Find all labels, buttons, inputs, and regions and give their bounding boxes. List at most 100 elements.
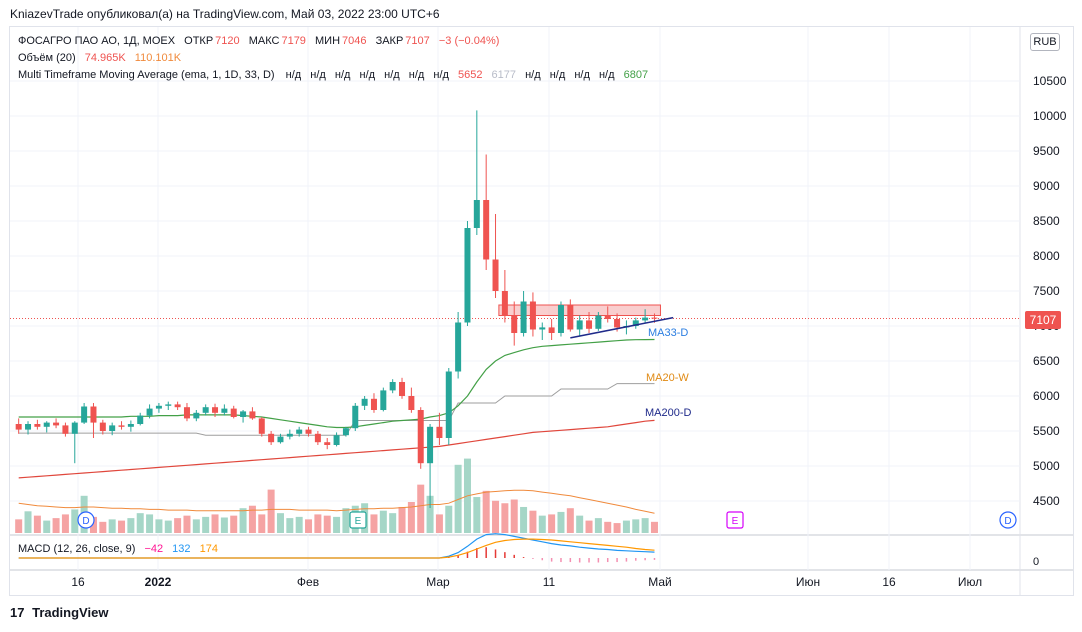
dividend-marker-1[interactable] <box>77 511 95 529</box>
macd-hist-bar <box>494 549 497 558</box>
macd-hist-bar <box>588 558 590 563</box>
macd-hist-bar <box>513 554 515 558</box>
volume-bar <box>407 502 415 533</box>
macd-hist-bar <box>541 558 544 561</box>
tradingview-logo-icon: 17 <box>10 605 25 620</box>
candle-body <box>492 259 499 291</box>
ma20w-label: MA20-W <box>646 372 689 384</box>
ma33-label: MA33-D <box>648 327 688 339</box>
legend-macd-line: 132 <box>172 543 191 555</box>
legend-na: н/д <box>384 69 400 81</box>
candle-body <box>230 408 237 417</box>
candle-body <box>417 410 424 464</box>
chart-frame[interactable] <box>9 26 1074 596</box>
candle-body <box>651 317 658 319</box>
earnings-marker-1[interactable] <box>349 511 367 529</box>
volume-bar <box>342 508 350 533</box>
macd-hist-bar <box>635 558 637 561</box>
x-tick-label: Июн <box>796 575 820 589</box>
macd-hist-bar <box>578 558 581 563</box>
candle-body <box>15 424 22 430</box>
volume-bar <box>613 523 621 533</box>
earnings-marker-1-label: E <box>355 516 362 527</box>
volume-bar <box>211 514 219 533</box>
volume-bar <box>286 518 294 533</box>
dividend-marker-2-label: D <box>1004 516 1011 527</box>
volume-bar <box>641 518 649 533</box>
volume-bar <box>435 514 443 533</box>
trend-line[interactable] <box>570 316 674 339</box>
volume-bar <box>220 517 228 533</box>
volume-bar <box>61 514 69 533</box>
volume-bar <box>230 515 238 533</box>
y-tick-label: 8500 <box>1033 214 1060 228</box>
candle-body <box>557 305 564 333</box>
legend-macd-label: MACD (12, 26, close, 9) <box>18 543 136 555</box>
candle-body <box>576 320 583 330</box>
volume-bar <box>43 520 51 533</box>
volume-bar <box>174 518 182 533</box>
legend-macd-hist: −42 <box>144 543 164 555</box>
candle-body <box>642 317 649 321</box>
volume-bar <box>510 499 518 533</box>
candle-body <box>614 319 621 328</box>
volume-bar <box>501 503 509 533</box>
candle-body <box>511 315 518 333</box>
volume-bar <box>594 518 602 533</box>
legend-open-label: ОТКР <box>184 35 214 47</box>
legend-mtf: Multi Timeframe Moving Average (ema, 1, … <box>18 69 650 81</box>
volume-bar <box>15 519 23 533</box>
volume-ma-line <box>18 489 655 514</box>
earnings-marker-2[interactable] <box>726 511 744 529</box>
legend-mtf-v2: 6177 <box>491 69 517 81</box>
candle-body <box>567 305 574 330</box>
candle-body <box>436 426 443 438</box>
legend-change: −3 (−0.04%) <box>438 35 500 47</box>
y-tick-label: 10500 <box>1033 74 1067 88</box>
candle-body <box>296 429 303 434</box>
volume-bar <box>398 506 406 533</box>
candle-body <box>43 422 50 427</box>
candle-body <box>146 408 153 416</box>
candle-body <box>632 320 639 326</box>
volume-bar <box>258 514 266 533</box>
candle-body <box>25 424 32 430</box>
volume-bar <box>202 516 210 533</box>
candle-body <box>62 425 69 434</box>
macd-hist-bar <box>644 558 646 561</box>
macd-hist-bar <box>457 555 459 558</box>
volume-bar <box>566 508 574 533</box>
footer-brand: 17 TradingView <box>10 605 108 620</box>
publish-line: KniazevTrade опубликовал(а) на TradingVi… <box>10 7 440 21</box>
volume-bar <box>323 515 331 533</box>
volume-bar <box>276 513 284 533</box>
candle-body <box>174 404 181 408</box>
volume-bar <box>71 509 79 533</box>
currency-badge[interactable]: RUB <box>1030 33 1060 51</box>
volume-bar <box>118 520 126 533</box>
volume-bar <box>632 519 640 533</box>
candle-body <box>90 406 97 423</box>
macd-hist-bar <box>504 552 506 558</box>
volume-bar <box>576 515 584 533</box>
volume-bar <box>183 515 191 533</box>
volume-bar <box>248 505 256 533</box>
x-tick-label: 11 <box>543 575 556 589</box>
dividend-marker-2[interactable] <box>999 511 1017 529</box>
x-tick-label: Май <box>648 575 672 589</box>
volume-bar <box>473 497 481 533</box>
y-tick-label: 4500 <box>1033 494 1060 508</box>
legend-volume: Объём (20) 74.965K 110.101K <box>18 52 183 64</box>
legend-na: н/д <box>525 69 541 81</box>
candle-body <box>604 315 611 319</box>
volume-bar <box>585 520 593 533</box>
candle-body <box>501 291 508 316</box>
y-tick-label: 8000 <box>1033 249 1060 263</box>
candle-body <box>389 382 396 391</box>
candle-body <box>548 327 555 333</box>
legend-na: н/д <box>408 69 425 81</box>
candle-body <box>268 433 275 443</box>
volume-bar <box>622 520 630 533</box>
macd-hist-bar <box>466 551 469 558</box>
